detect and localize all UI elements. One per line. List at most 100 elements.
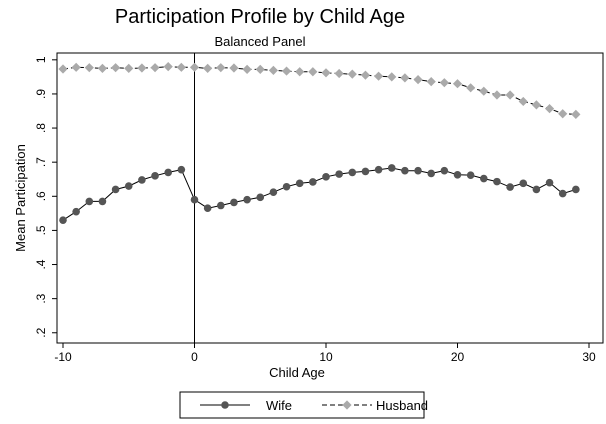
data-point-wife <box>335 170 343 178</box>
data-point-wife <box>427 169 436 178</box>
x-tick-label: 20 <box>451 350 465 364</box>
chart-title: Participation Profile by Child Age <box>114 6 406 28</box>
data-point-husband <box>189 62 200 72</box>
data-point-husband <box>281 66 292 76</box>
y-tick-label: .3 <box>34 293 48 303</box>
data-point-wife <box>256 193 265 202</box>
x-tick-label: 0 <box>191 350 198 364</box>
data-point-wife <box>164 168 172 177</box>
legend-items: Wife Husband <box>200 398 428 413</box>
legend-marker-wife <box>221 401 229 409</box>
data-point-wife <box>466 171 475 179</box>
x-tick-label: -10 <box>54 350 72 364</box>
data-point-husband <box>242 64 252 74</box>
legend: Wife Husband <box>179 391 428 419</box>
data-point-husband <box>466 83 476 93</box>
data-point-wife <box>545 178 554 187</box>
y-tick-label: .6 <box>34 191 48 201</box>
data-point-wife <box>85 197 94 206</box>
data-point-husband <box>268 65 278 75</box>
data-point-husband <box>492 90 502 100</box>
data-point-wife <box>111 185 120 194</box>
data-point-husband <box>84 63 94 73</box>
data-point-husband <box>137 63 147 73</box>
data-point-husband <box>544 104 555 114</box>
data-point-wife <box>269 188 278 196</box>
data-point-wife <box>387 164 396 172</box>
data-point-wife <box>322 173 330 181</box>
data-point-husband <box>216 63 226 73</box>
data-point-wife <box>440 166 449 175</box>
data-point-husband <box>163 62 173 72</box>
chart-subtitle: Balanced Panel <box>214 34 306 49</box>
data-point-wife <box>72 207 80 216</box>
data-point-husband <box>203 63 213 73</box>
data-point-wife <box>506 183 514 191</box>
y-tick-label: .4 <box>34 259 48 269</box>
data-point-husband <box>400 73 410 83</box>
data-point-wife <box>532 185 541 194</box>
data-point-wife <box>309 178 317 186</box>
x-tick-label: 30 <box>582 350 596 364</box>
data-point-husband <box>439 78 449 88</box>
data-point-wife <box>243 195 251 204</box>
data-point-wife <box>217 201 225 210</box>
data-point-husband <box>58 64 68 74</box>
data-point-husband <box>321 68 331 78</box>
y-tick-label: .2 <box>34 327 48 337</box>
data-point-husband <box>71 62 81 72</box>
plot-area <box>56 52 604 344</box>
data-point-husband <box>176 62 186 72</box>
data-point-wife <box>572 185 580 194</box>
data-point-wife <box>230 198 238 207</box>
data-point-husband <box>479 86 489 96</box>
x-tick-label: 10 <box>319 350 333 364</box>
data-point-wife <box>361 167 370 176</box>
y-tick-label: .9 <box>34 89 48 99</box>
y-tick-label: 1 <box>34 56 48 63</box>
data-point-husband <box>124 63 134 73</box>
data-point-wife <box>59 216 67 224</box>
data-point-wife <box>124 182 133 190</box>
data-point-husband <box>150 63 160 73</box>
data-point-wife <box>414 166 422 175</box>
data-point-husband <box>518 96 528 107</box>
data-point-husband <box>229 63 239 73</box>
data-point-husband <box>452 79 463 89</box>
data-point-husband <box>374 71 384 81</box>
y-tick-label: .8 <box>34 123 48 133</box>
data-point-husband <box>531 100 541 110</box>
data-point-husband <box>295 67 305 77</box>
data-point-wife <box>282 182 291 191</box>
data-point-wife <box>190 195 199 204</box>
data-point-husband <box>255 64 265 74</box>
data-point-wife <box>138 176 146 184</box>
data-point-husband <box>387 72 397 82</box>
data-point-husband <box>558 109 568 119</box>
data-point-husband <box>111 63 121 73</box>
legend-marker-husband <box>342 400 352 410</box>
data-point-wife <box>374 165 383 174</box>
series-line-husband <box>62 66 576 115</box>
y-tick-label: .5 <box>34 225 48 235</box>
data-point-wife <box>151 172 159 180</box>
data-point-wife <box>98 197 107 206</box>
data-point-wife <box>453 171 462 179</box>
series-line-wife <box>62 167 577 221</box>
data-point-wife <box>203 204 212 213</box>
data-point-husband <box>571 109 581 120</box>
x-axis-label: Child Age <box>269 365 325 380</box>
data-point-wife <box>493 177 501 186</box>
data-point-husband <box>308 67 318 77</box>
legend-label-wife: Wife <box>266 398 292 413</box>
legend-label-husband: Husband <box>376 398 428 413</box>
data-point-wife <box>295 179 304 188</box>
data-point-wife <box>348 168 357 177</box>
data-point-wife <box>401 166 409 175</box>
y-axis: .2 .3 .4 .5 .6 .7 .8 .9 1 <box>34 56 57 338</box>
data-point-husband <box>360 70 371 80</box>
y-tick-label: .7 <box>34 157 48 167</box>
data-point-wife <box>177 165 186 174</box>
